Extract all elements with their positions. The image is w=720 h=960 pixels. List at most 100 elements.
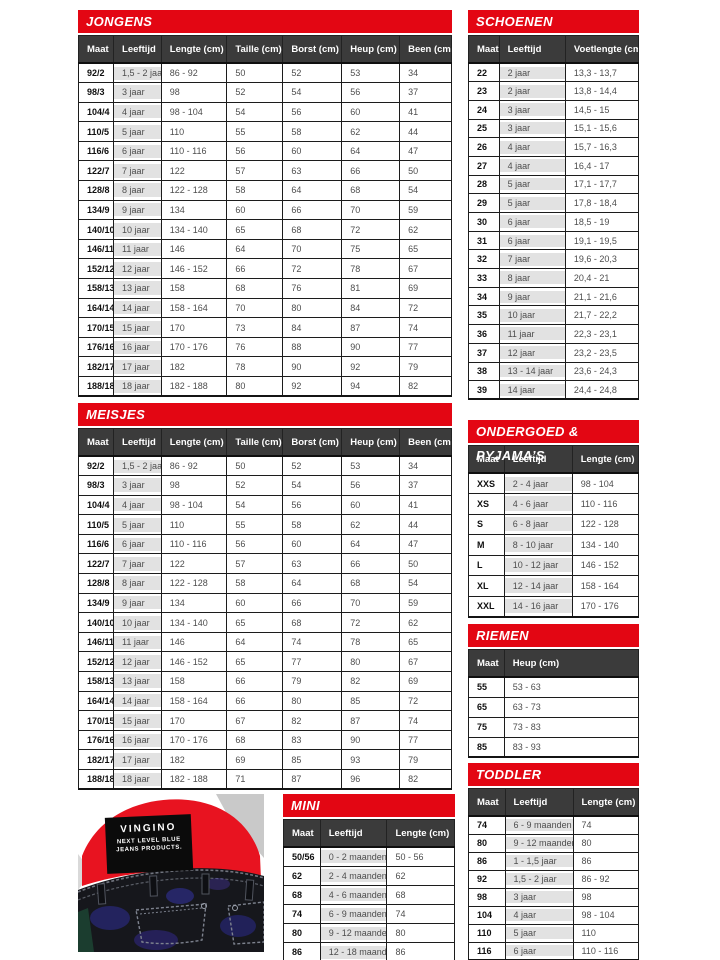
table-cell: 13 - 14 jaar bbox=[498, 361, 566, 382]
table-cell: 24,4 - 24,8 bbox=[564, 380, 640, 400]
table-cell: 68 bbox=[386, 884, 455, 906]
table-cell: 146 - 152 bbox=[160, 651, 228, 673]
table-cell: 1,5 - 2 jaar bbox=[113, 455, 162, 477]
table-cell: 3 jaar bbox=[504, 887, 574, 907]
table-cell: 3 jaar bbox=[498, 118, 566, 139]
table-cell: 80 bbox=[341, 651, 401, 673]
column-header: Heup (cm) bbox=[341, 35, 401, 64]
table-row: 170/15 15 jaar 170 73 84 87 74 bbox=[77, 317, 452, 338]
table-cell: 140/10 bbox=[77, 219, 115, 240]
table-cell: 53 bbox=[341, 62, 401, 84]
table-cell: 17,1 - 17,7 bbox=[564, 174, 640, 195]
table-row: 80 9 - 12 maanden 80 bbox=[283, 923, 455, 944]
schoenen-table: Maat Leeftijd Voetlengte (cm) 22 2 jaar 13,3 … bbox=[468, 35, 640, 401]
table-cell: 74 bbox=[572, 815, 640, 835]
column-header: Leeftijd bbox=[113, 35, 162, 64]
table-cell: 134 - 140 bbox=[571, 534, 640, 556]
table-cell: 74 bbox=[283, 904, 321, 925]
table-row: 29 5 jaar 17,8 - 18,4 bbox=[468, 193, 640, 213]
table-cell: 44 bbox=[399, 514, 452, 535]
table-cell: 92 bbox=[282, 376, 343, 397]
table-row: 146/11 11 jaar 146 64 74 78 65 bbox=[77, 631, 452, 653]
table-cell: 146/11 bbox=[77, 238, 115, 260]
table-cell: 54 bbox=[399, 573, 452, 594]
table-cell: 86 bbox=[468, 851, 506, 871]
table-cell: 68 bbox=[341, 180, 401, 201]
table-cell: 110 - 116 bbox=[160, 533, 228, 555]
table-cell: 4 jaar bbox=[498, 155, 566, 176]
table-row: 158/13 13 jaar 158 66 79 82 69 bbox=[77, 671, 452, 692]
table-cell: 54 bbox=[282, 475, 343, 496]
table-cell: 19,1 - 19,5 bbox=[564, 230, 640, 251]
table-cell: XL bbox=[468, 575, 505, 597]
table-cell: 80 bbox=[572, 833, 640, 853]
table-cell: 158 - 164 bbox=[571, 575, 640, 597]
table-cell: 10 jaar bbox=[498, 305, 566, 326]
table-cell: 62 bbox=[283, 865, 321, 886]
toddler-table: Maat Leeftijd Lengte (cm) 74 6 - 9 maanden 74… bbox=[468, 788, 640, 960]
table-cell: 98/3 bbox=[77, 475, 115, 496]
table-cell: 6 - 9 maanden bbox=[319, 904, 388, 925]
jongens-title: JONGENS bbox=[78, 10, 452, 33]
table-cell: 6 jaar bbox=[113, 533, 162, 555]
table-cell: 21,1 - 21,6 bbox=[564, 286, 640, 307]
table-cell: 98 bbox=[160, 82, 228, 103]
table-cell: 5 jaar bbox=[498, 174, 566, 195]
table-cell: 158 - 164 bbox=[160, 690, 228, 712]
table-cell: 158/13 bbox=[77, 671, 115, 692]
table-cell: 74 bbox=[399, 710, 452, 731]
column-header: Leeftijd bbox=[504, 788, 574, 817]
table-cell: 36 bbox=[468, 324, 500, 344]
table-row: 98/3 3 jaar 98 52 54 56 37 bbox=[77, 475, 452, 496]
table-cell: 182 bbox=[160, 356, 228, 377]
table-cell: 80 bbox=[283, 923, 321, 944]
table-cell: 90 bbox=[341, 336, 401, 358]
table-row: 182/17 17 jaar 182 69 85 93 79 bbox=[77, 749, 452, 770]
meisjes-section: MEISJES Maat Leeftijd Lengte (cm) Taille (c… bbox=[77, 403, 452, 791]
table-cell: 104/4 bbox=[77, 101, 115, 123]
table-cell: 110 - 116 bbox=[572, 941, 640, 960]
table-cell: 23 bbox=[468, 81, 500, 101]
table-cell: 21,7 - 22,2 bbox=[564, 305, 640, 326]
table-cell: 20,4 - 21 bbox=[564, 268, 640, 288]
table-cell: 66 bbox=[282, 592, 343, 614]
table-cell: 78 bbox=[226, 356, 284, 377]
table-cell: 13,3 - 13,7 bbox=[564, 62, 640, 83]
table-cell: 98 bbox=[572, 887, 640, 907]
table-cell: 188/18 bbox=[77, 769, 115, 790]
table-cell: 134 bbox=[160, 199, 228, 221]
header-row: Maat Leeftijd Lengte (cm) Taille (cm) Borst … bbox=[77, 35, 452, 64]
table-cell: 5 jaar bbox=[113, 121, 162, 142]
toddler-title: TODDLER bbox=[468, 763, 639, 786]
table-cell: 56 bbox=[226, 533, 284, 555]
table-cell: 146 - 152 bbox=[160, 258, 228, 280]
table-cell: 82 bbox=[399, 769, 452, 790]
table-cell: 7 jaar bbox=[113, 553, 162, 575]
table-row: 92/2 1,5 - 2 jaar 86 - 92 50 52 53 34 bbox=[77, 62, 452, 84]
table-cell: 182/17 bbox=[77, 356, 115, 377]
table-cell: 98/3 bbox=[77, 82, 115, 103]
table-cell: 74 bbox=[468, 815, 506, 835]
table-cell: 9 jaar bbox=[113, 592, 162, 614]
header-row: Maat Leeftijd Voetlengte (cm) bbox=[468, 35, 640, 64]
table-cell: 60 bbox=[226, 592, 284, 614]
table-cell: 4 jaar bbox=[498, 137, 566, 157]
table-cell: 110 bbox=[572, 923, 640, 943]
table-cell: 55 bbox=[468, 676, 505, 698]
table-cell: 53 bbox=[341, 455, 401, 477]
table-cell: 10 - 12 jaar bbox=[503, 554, 573, 576]
table-cell: 6 jaar bbox=[498, 212, 566, 232]
column-header: Taille (cm) bbox=[226, 35, 284, 64]
table-cell: 31 bbox=[468, 230, 500, 251]
table-cell: 38 bbox=[468, 361, 500, 382]
table-cell: 5 jaar bbox=[113, 514, 162, 535]
table-cell: M bbox=[468, 534, 505, 556]
table-row: 65 63 - 73 bbox=[468, 696, 640, 718]
table-row: 62 2 - 4 maanden 62 bbox=[283, 865, 455, 886]
table-row: 110/5 5 jaar 110 55 58 62 44 bbox=[77, 514, 452, 535]
header-row: Maat Leeftijd Lengte (cm) bbox=[283, 819, 455, 848]
table-cell: 28 bbox=[468, 174, 500, 195]
table-cell: 50/56 bbox=[283, 846, 321, 867]
table-cell: 122/7 bbox=[77, 160, 115, 182]
